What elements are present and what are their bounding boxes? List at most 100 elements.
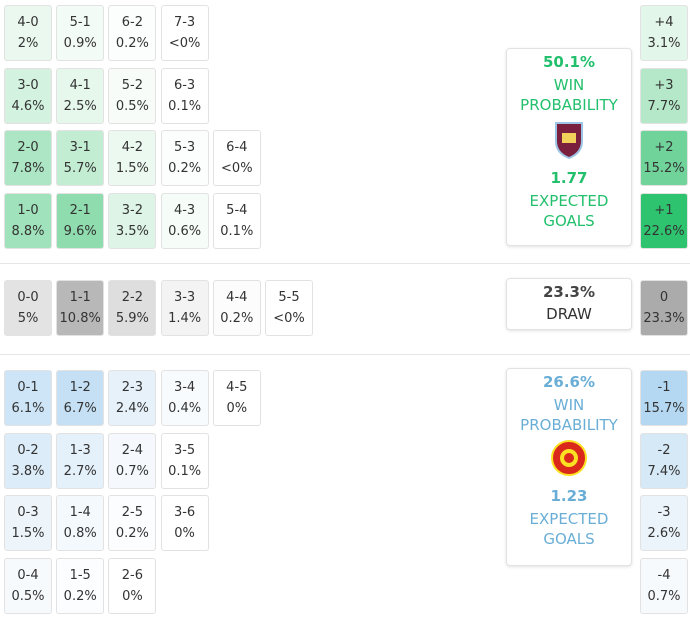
score-cell: 2-6 0% [108,557,157,614]
probability: 0.5% [115,98,149,114]
score-cell: 1-3 2.7% [56,432,105,489]
score-cell: 0-0 5% [4,280,52,336]
probability: 1.5% [11,526,45,541]
score-cell: 1-1 10.8% [56,280,105,336]
score: 4-1 [69,77,91,93]
draw-label: DRAW [546,305,592,323]
score: +4 [654,15,674,30]
probability: 0.7% [647,588,681,604]
crest [551,440,587,476]
probability: 7.8% [11,161,45,176]
score: -3 [657,505,671,520]
probability: 5.7% [63,161,97,176]
probability: 0.8% [63,526,97,541]
probability: 4.6% [11,98,45,114]
win-label: WIN PROBABILITY [520,76,618,114]
margin-cell: -2 7.4% [640,432,688,489]
score-cell: 3-3 1.4% [160,280,209,336]
margin-cell: -3 2.6% [640,495,688,551]
score: 1-0 [17,202,39,218]
score: 4-3 [173,202,196,218]
score: 5-5 [278,290,300,305]
probability: <0% [168,36,201,51]
score-cell: 2-3 2.4% [108,370,157,426]
probability: 2.6% [647,526,681,541]
score-cell: 2-5 0.2% [108,495,157,551]
score: 1-5 [69,567,91,583]
probability: 0.2% [63,588,97,604]
score: 5-3 [173,140,196,155]
score: 7-3 [173,15,196,30]
score-cell: 4-0 2% [4,5,52,61]
score: 3-0 [17,77,39,93]
probability: 3.8% [11,463,45,479]
margin-cell: 0 23.3% [640,280,688,336]
score: 3-1 [69,140,91,155]
score: 3-5 [173,442,196,458]
score: 3-3 [173,290,196,305]
margin-cell: -4 0.7% [640,557,688,614]
score: -2 [657,442,671,458]
score-cell: 2-0 7.8% [4,130,52,186]
margin-cell: +2 15.2% [640,130,688,186]
score: 6-2 [121,15,143,30]
score: 0-0 [17,290,39,305]
xg-label: EXPECTED GOALS [529,192,609,230]
score: 5-1 [69,15,91,30]
xg: 1.77 [550,169,588,187]
probability: 0.5% [11,588,45,604]
probability: 6.1% [11,401,45,416]
probability: 10.8% [59,311,101,326]
win-prob: 26.6% [542,373,596,391]
score-cell: 4-4 0.2% [212,280,261,336]
probability: 6.7% [63,401,97,416]
score-cell: 3-4 0.4% [160,370,209,426]
probability: 2.5% [63,98,97,114]
score-cell: 7-3 <0% [160,5,209,61]
probability: 0.7% [115,463,149,479]
probability: 22.6% [643,223,685,239]
score-cell: 3-5 0.1% [160,432,209,489]
score-cell: 4-2 1.5% [108,130,157,186]
score-cell: 2-4 0.7% [108,432,157,489]
score-cell: 1-5 0.2% [56,557,105,614]
score: -4 [657,567,671,583]
probability: 5% [17,311,39,326]
score-cell: 5-1 0.9% [56,5,105,61]
probability: 0.2% [115,36,149,51]
score: 0-2 [17,442,39,458]
score-cell: 2-1 9.6% [56,192,105,249]
score-cell: 3-1 5.7% [56,130,105,186]
score: 2-3 [121,380,143,395]
score: 3-2 [121,202,143,218]
score-cell: 0-1 6.1% [4,370,52,426]
probability: 3.5% [115,223,149,239]
score: 0 [659,290,669,305]
score: 0-1 [17,380,39,395]
probability: 1.4% [168,311,202,326]
separator [0,263,690,264]
probability: 2.4% [115,401,149,416]
score-cell: 3-2 3.5% [108,192,157,249]
probability: 2.7% [63,463,97,479]
score-cell: 5-2 0.5% [108,67,157,124]
score-cell: 1-4 0.8% [56,495,105,551]
score: +2 [654,140,674,155]
probability: 0.1% [168,463,202,479]
probability: 0.1% [168,98,202,114]
score: 2-1 [69,202,91,218]
probability: 15.7% [643,401,685,416]
score: 2-2 [121,290,143,305]
score: 4-4 [226,290,248,305]
win-label: WIN PROBABILITY [520,396,618,434]
score-cell: 6-4 <0% [212,130,261,186]
score-cell: 6-3 0.1% [160,67,209,124]
xg-label: EXPECTED GOALS [529,510,609,548]
probability: 2% [17,36,39,51]
score: 1-2 [69,380,91,395]
score: 2-5 [121,505,143,520]
probability: 23.3% [643,311,685,326]
score: 5-4 [226,202,248,218]
crest [555,122,583,160]
